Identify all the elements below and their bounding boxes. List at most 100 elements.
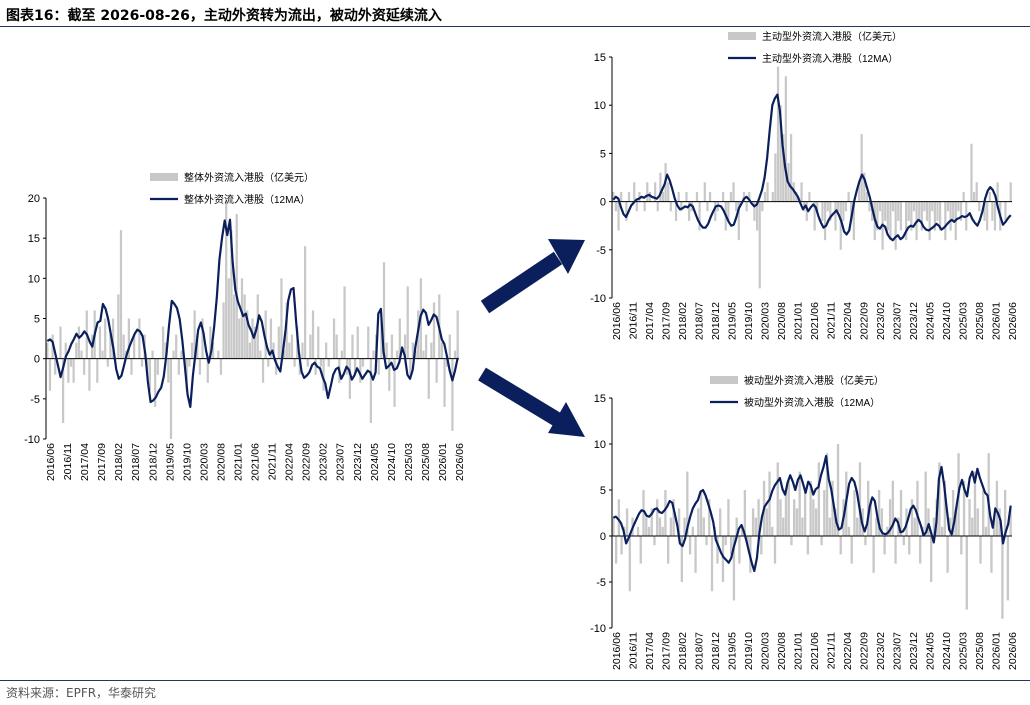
bar — [973, 471, 977, 536]
bar — [940, 526, 944, 536]
bar — [695, 191, 699, 202]
bar — [970, 143, 973, 202]
x-tick-label: 2022/04 — [842, 302, 854, 340]
bar — [669, 201, 672, 212]
bar — [377, 358, 380, 375]
bar — [156, 358, 159, 375]
bar — [907, 201, 910, 221]
bar — [727, 201, 730, 221]
source-note: 资料来源：EPFR，华泰研究 — [6, 686, 157, 700]
bar — [779, 499, 782, 536]
bar — [957, 201, 960, 212]
bar — [359, 358, 362, 383]
bar — [304, 246, 307, 359]
bar — [899, 201, 902, 231]
bar — [716, 536, 719, 564]
x-tick-label: 2018/07 — [694, 302, 706, 340]
x-tick-label: 2019/10 — [743, 632, 755, 670]
bar — [889, 201, 892, 241]
bar — [910, 499, 914, 536]
bar — [823, 201, 827, 241]
x-tick-label: 2022/04 — [284, 443, 296, 481]
bar — [866, 480, 870, 536]
bar — [931, 201, 934, 212]
bar — [943, 480, 947, 536]
x-tick-label: 2021/11 — [826, 302, 838, 339]
bar — [72, 358, 75, 383]
bar — [238, 318, 241, 359]
y-tick-label: 15 — [28, 233, 40, 245]
x-tick-label: 2017/09 — [661, 632, 673, 670]
x-tick-label: 2020/08 — [776, 632, 788, 670]
bar — [272, 342, 275, 359]
x-tick-label: 2023/12 — [352, 443, 364, 481]
bar — [946, 536, 949, 573]
ma-line — [612, 454, 1012, 573]
bar — [847, 526, 851, 536]
bar — [875, 517, 878, 536]
bar — [784, 76, 787, 202]
bar — [933, 201, 936, 231]
bar — [779, 105, 782, 202]
bar — [453, 350, 457, 359]
bar — [883, 536, 886, 555]
bar — [735, 517, 738, 536]
bar — [894, 201, 897, 250]
bar — [430, 342, 433, 359]
y-tick-label: 10 — [594, 439, 606, 451]
bar — [380, 318, 383, 359]
legend-line-label: 主动型外资流入港股（12MA） — [762, 52, 898, 65]
bar — [928, 201, 931, 241]
x-tick-label: 2018/12 — [710, 632, 722, 670]
bar — [814, 508, 818, 536]
bar — [976, 508, 979, 536]
bar — [758, 201, 761, 289]
bar — [825, 453, 829, 536]
bar — [674, 201, 678, 221]
x-tick-label: 2018/12 — [710, 302, 722, 340]
bar — [737, 201, 740, 241]
bar — [201, 318, 204, 359]
bar — [924, 471, 927, 536]
bar — [983, 201, 986, 221]
bar — [656, 201, 659, 212]
bar — [993, 517, 996, 536]
bar — [243, 294, 246, 359]
bar — [683, 517, 686, 536]
bar — [888, 499, 892, 536]
bar — [771, 191, 774, 202]
bar — [902, 536, 905, 546]
bar — [782, 517, 785, 536]
bar — [285, 302, 288, 359]
bar — [653, 536, 656, 546]
footer-divider — [0, 680, 1030, 681]
x-tick-label: 2026/06 — [1007, 632, 1019, 670]
bar — [856, 517, 859, 536]
x-tick-label: 2024/10 — [941, 632, 953, 670]
x-tick-label: 2017/09 — [661, 302, 673, 340]
x-tick-label: 2025/03 — [958, 302, 970, 340]
bar — [614, 201, 618, 212]
bar — [209, 326, 212, 359]
y-tick-label: 15 — [594, 52, 606, 64]
bar — [385, 342, 388, 359]
y-tick-label: -5 — [596, 577, 606, 589]
bar — [954, 508, 957, 536]
bar — [962, 191, 965, 202]
bar — [414, 350, 417, 359]
bar — [390, 334, 394, 359]
bar — [654, 182, 657, 202]
bar — [988, 191, 991, 202]
x-tick-label: 2021/06 — [809, 302, 821, 340]
bar — [217, 350, 220, 359]
bar — [367, 326, 370, 359]
bar — [612, 191, 615, 202]
bar — [805, 201, 808, 221]
bar — [169, 358, 173, 439]
bar — [686, 471, 689, 536]
bar — [691, 526, 694, 536]
bar — [406, 286, 409, 359]
x-tick-label: 2023/02 — [318, 443, 330, 481]
bar — [798, 471, 801, 536]
bar — [448, 334, 451, 359]
